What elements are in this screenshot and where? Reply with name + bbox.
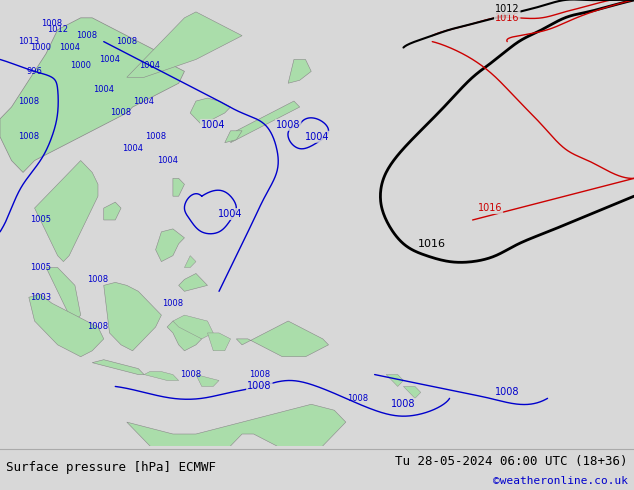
Text: 1008: 1008 <box>110 108 132 118</box>
Polygon shape <box>231 101 300 143</box>
Text: 1008: 1008 <box>76 31 97 40</box>
Text: 1004: 1004 <box>99 55 120 64</box>
Text: 1000: 1000 <box>70 61 91 70</box>
Polygon shape <box>196 374 219 387</box>
Text: 1008: 1008 <box>391 399 416 409</box>
Text: 1008: 1008 <box>162 299 183 308</box>
Polygon shape <box>127 12 242 77</box>
Polygon shape <box>92 360 144 374</box>
Text: 1004: 1004 <box>201 120 226 130</box>
Text: 1012: 1012 <box>495 4 519 14</box>
Text: 1004: 1004 <box>305 132 329 142</box>
Text: 1004: 1004 <box>134 97 155 105</box>
Polygon shape <box>288 59 311 83</box>
Polygon shape <box>403 387 421 398</box>
Text: 1008: 1008 <box>18 97 39 105</box>
Text: 1016: 1016 <box>418 239 446 249</box>
Text: 1000: 1000 <box>30 43 51 52</box>
Polygon shape <box>386 374 403 387</box>
Text: 1008: 1008 <box>179 370 201 379</box>
Polygon shape <box>46 268 81 321</box>
Polygon shape <box>236 321 328 357</box>
Text: 1004: 1004 <box>139 61 160 70</box>
Polygon shape <box>104 202 121 220</box>
Text: 1008: 1008 <box>495 388 519 397</box>
Text: 1004: 1004 <box>93 85 114 94</box>
Polygon shape <box>144 371 179 381</box>
Polygon shape <box>167 321 202 351</box>
Polygon shape <box>0 18 184 172</box>
Polygon shape <box>29 294 104 357</box>
Text: 1004: 1004 <box>157 156 178 165</box>
Polygon shape <box>190 98 231 125</box>
Text: 1008: 1008 <box>87 275 108 284</box>
Text: 1003: 1003 <box>30 293 51 302</box>
Text: 1008: 1008 <box>249 370 270 379</box>
Polygon shape <box>173 178 184 196</box>
Text: 1013: 1013 <box>18 37 39 46</box>
Polygon shape <box>104 282 162 351</box>
Text: 1008: 1008 <box>276 120 301 130</box>
Text: Surface pressure [hPa] ECMWF: Surface pressure [hPa] ECMWF <box>6 461 216 473</box>
Text: 1012: 1012 <box>47 25 68 34</box>
Text: 1008: 1008 <box>18 132 39 141</box>
Text: 1005: 1005 <box>30 216 51 224</box>
Polygon shape <box>179 273 207 292</box>
Text: 996: 996 <box>27 67 42 76</box>
Polygon shape <box>35 161 98 262</box>
Polygon shape <box>184 256 196 268</box>
Text: 1005: 1005 <box>30 263 51 272</box>
Polygon shape <box>207 333 231 351</box>
Text: Tu 28-05-2024 06:00 UTC (18+36): Tu 28-05-2024 06:00 UTC (18+36) <box>395 455 628 468</box>
Text: 1008: 1008 <box>247 381 271 392</box>
Polygon shape <box>155 229 184 262</box>
Polygon shape <box>225 131 242 143</box>
Text: 1004: 1004 <box>122 144 143 153</box>
Polygon shape <box>173 315 213 339</box>
Text: 1008: 1008 <box>145 132 166 141</box>
Text: 1016: 1016 <box>477 203 502 213</box>
Text: 1008: 1008 <box>116 37 138 46</box>
Polygon shape <box>127 404 346 470</box>
Text: ©weatheronline.co.uk: ©weatheronline.co.uk <box>493 476 628 486</box>
Text: 1004: 1004 <box>59 43 80 52</box>
Text: 1008: 1008 <box>87 322 108 332</box>
Text: 1008: 1008 <box>41 19 62 28</box>
Text: 1008: 1008 <box>347 394 368 403</box>
Text: 1004: 1004 <box>218 209 243 219</box>
Text: 1016: 1016 <box>495 13 519 23</box>
